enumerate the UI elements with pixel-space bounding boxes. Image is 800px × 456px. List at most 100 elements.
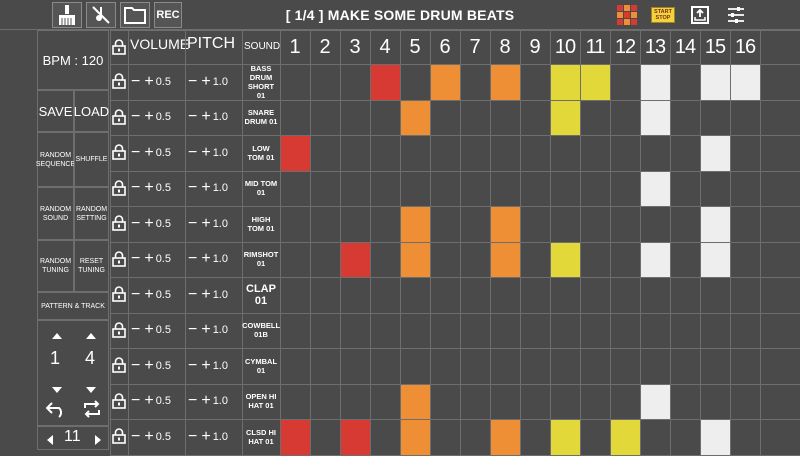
volume-minus-button[interactable]: − — [131, 250, 141, 268]
step-cell-active[interactable] — [641, 100, 670, 135]
track-lock-icon[interactable] — [112, 108, 126, 130]
pitch-minus-button[interactable]: − — [188, 108, 198, 126]
pitch-minus-button[interactable]: − — [188, 72, 198, 90]
pitch-control[interactable]: − +1.0 — [188, 384, 228, 420]
folder-icon[interactable] — [120, 2, 150, 28]
random-setting-button[interactable]: RANDOM SETTING — [74, 187, 109, 240]
page-prev-icon[interactable] — [47, 432, 53, 450]
pitch-plus-button[interactable]: + — [201, 214, 211, 232]
shuffle-button[interactable]: SHUFFLE — [74, 132, 109, 187]
header-lock-icon[interactable] — [112, 39, 126, 60]
pitch-plus-button[interactable]: + — [201, 392, 211, 410]
pitch-control[interactable]: − +1.0 — [188, 277, 228, 313]
volume-minus-button[interactable]: − — [131, 285, 141, 303]
pitch-plus-button[interactable]: + — [201, 179, 211, 197]
start-stop-icon[interactable]: START STOP — [651, 7, 675, 23]
step-cell-active[interactable] — [281, 420, 310, 455]
random-sequence-button[interactable]: RANDOM SEQUENCE — [36, 132, 75, 187]
pitch-control[interactable]: − +1.0 — [188, 171, 228, 207]
sound-name[interactable]: HIGH TOM 01 — [247, 214, 275, 233]
step-cell-active[interactable] — [371, 65, 400, 100]
random-sound-button[interactable]: RANDOM SOUND — [37, 187, 74, 240]
track-lock-icon[interactable] — [112, 250, 126, 272]
pattern-up-icon[interactable] — [52, 326, 62, 344]
pitch-control[interactable]: − +1.0 — [188, 206, 228, 242]
export-icon[interactable] — [691, 6, 709, 29]
step-cell-active[interactable] — [641, 242, 670, 277]
step-cell-active[interactable] — [341, 420, 370, 455]
pitch-minus-button[interactable]: − — [188, 179, 198, 197]
volume-minus-button[interactable]: − — [131, 321, 141, 339]
step-cell-active[interactable] — [401, 384, 430, 419]
step-cell-active[interactable] — [611, 420, 640, 455]
pattern-down-icon[interactable] — [52, 380, 62, 398]
track-up-icon[interactable] — [86, 326, 96, 344]
volume-minus-button[interactable]: − — [131, 143, 141, 161]
settings-sliders-icon[interactable] — [727, 6, 745, 29]
pitch-control[interactable]: − +1.0 — [188, 313, 228, 349]
sound-name[interactable]: CLSD HI HAT 01 — [246, 427, 276, 446]
volume-plus-button[interactable]: + — [144, 392, 154, 410]
repeat-icon[interactable] — [82, 400, 102, 423]
pitch-minus-button[interactable]: − — [188, 356, 198, 374]
step-cell-active[interactable] — [701, 242, 730, 277]
pitch-plus-button[interactable]: + — [201, 108, 211, 126]
sound-name[interactable]: RIMSHOT 01 — [243, 250, 279, 269]
step-cell-active[interactable] — [341, 242, 370, 277]
step-cell-active[interactable] — [641, 384, 670, 419]
step-cell-active[interactable] — [701, 420, 730, 455]
step-cell-active[interactable] — [551, 242, 580, 277]
step-cell-active[interactable] — [401, 420, 430, 455]
volume-control[interactable]: − +0.5 — [131, 242, 171, 278]
pitch-plus-button[interactable]: + — [201, 356, 211, 374]
volume-control[interactable]: − +0.5 — [131, 277, 171, 313]
undo-icon[interactable] — [45, 400, 68, 423]
pitch-control[interactable]: − +1.0 — [188, 242, 228, 278]
volume-plus-button[interactable]: + — [144, 179, 154, 197]
step-cell-active[interactable] — [431, 65, 460, 100]
volume-plus-button[interactable]: + — [144, 72, 154, 90]
pitch-plus-button[interactable]: + — [201, 72, 211, 90]
volume-minus-button[interactable]: − — [131, 356, 141, 374]
track-lock-icon[interactable] — [112, 428, 126, 449]
page-next-icon[interactable] — [95, 432, 101, 450]
step-cell-active[interactable] — [551, 65, 580, 100]
volume-minus-button[interactable]: − — [131, 427, 141, 445]
pitch-minus-button[interactable]: − — [188, 214, 198, 232]
volume-plus-button[interactable]: + — [144, 214, 154, 232]
reset-tuning-button[interactable]: RESET TUNING — [74, 240, 109, 292]
pitch-control[interactable]: − +1.0 — [188, 419, 228, 455]
mute-icon[interactable] — [86, 2, 116, 28]
track-lock-icon[interactable] — [112, 286, 126, 307]
pitch-control[interactable]: − +1.0 — [188, 348, 228, 384]
step-cell-active[interactable] — [701, 65, 730, 100]
pitch-plus-button[interactable]: + — [201, 143, 211, 161]
pitch-minus-button[interactable]: − — [188, 143, 198, 161]
volume-plus-button[interactable]: + — [144, 321, 154, 339]
volume-control[interactable]: − +0.5 — [131, 206, 171, 242]
pitch-minus-button[interactable]: − — [188, 427, 198, 445]
track-lock-icon[interactable] — [112, 392, 126, 414]
volume-minus-button[interactable]: − — [131, 214, 141, 232]
step-cell-active[interactable] — [641, 65, 670, 100]
step-cell-active[interactable] — [551, 100, 580, 135]
sound-name[interactable]: CLAP 01 — [246, 282, 276, 307]
load-button[interactable]: LOAD — [74, 90, 109, 132]
track-lock-icon[interactable] — [112, 73, 126, 94]
volume-minus-button[interactable]: − — [131, 392, 141, 410]
step-cell-active[interactable] — [731, 65, 760, 100]
random-tuning-button[interactable]: RANDOM TUNING — [37, 240, 74, 292]
step-cell-active[interactable] — [401, 242, 430, 277]
pitch-plus-button[interactable]: + — [201, 427, 211, 445]
volume-plus-button[interactable]: + — [144, 427, 154, 445]
sound-name[interactable]: SNARE DRUM 01 — [244, 108, 278, 127]
volume-control[interactable]: − +0.5 — [131, 384, 171, 420]
step-cell-active[interactable] — [281, 136, 310, 171]
bpm-display[interactable]: BPM : 120 — [37, 30, 109, 90]
sound-name[interactable]: BASS DRUM SHORT 01 — [247, 63, 275, 100]
volume-plus-button[interactable]: + — [144, 143, 154, 161]
sound-name[interactable]: CYMBAL 01 — [244, 356, 278, 375]
step-cell-active[interactable] — [491, 207, 520, 242]
volume-control[interactable]: − +0.5 — [131, 313, 171, 349]
save-button[interactable]: SAVE — [37, 90, 74, 132]
